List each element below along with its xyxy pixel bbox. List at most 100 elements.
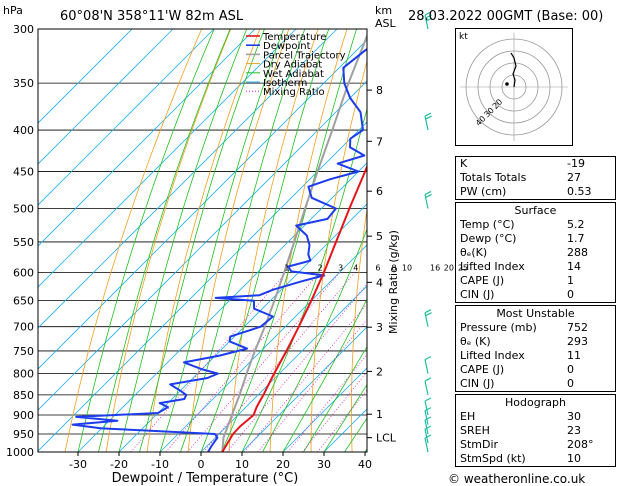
indices-panel: K -19 Totals Totals 27 PW (cm) 0.53 Surface T… [455,156,616,469]
pressure-tick-label: 1000 [6,446,34,459]
mixing-ratio-line [226,283,367,452]
row-value: 10 [567,452,581,465]
table-row: CAPE (J) 1 [456,274,615,288]
isotherm-line [38,80,367,411]
row-value: 0 [567,363,574,376]
dry-adiabat-line [146,29,261,452]
row-label: CAPE (J) [460,274,505,287]
mixing-ratio-label: 20 [444,264,454,273]
table-row: CIN (J) 0 [456,288,615,302]
sounding-datetime: 28.03.2022 00GMT (Base: 00) [408,9,603,24]
wind-barb-flag [424,397,432,402]
pressure-tick-label: 850 [13,389,34,402]
dry-adiabat-line [310,59,367,452]
wind-barb [424,437,429,453]
row-value: 23 [567,424,581,437]
isotherm-line [38,29,174,165]
row-label: K [460,157,468,170]
most-unstable-section: Most Unstable Pressure (mb) 752 θₑ (K) 293 L… [455,305,616,392]
height-km-label: 6 [376,185,383,198]
wind-barb-flag [425,312,432,317]
table-row: θₑ(K) 288 [456,246,615,260]
x-tick-label: 30 [317,458,331,471]
pressure-tick-label: 700 [13,321,34,334]
profile-series [71,33,367,452]
table-row: CIN (J) 0 [456,377,615,391]
row-label: Temp (°C) [460,218,515,231]
row-value: 0 [567,288,574,301]
mixing-ratio-label: 8 [392,264,397,273]
isotherm-line [38,29,256,247]
row-label: PW (cm) [460,185,507,198]
dry-adiabat-line [269,29,348,452]
wet-adiabat-line [262,228,367,452]
wet-adiabat-line [282,298,367,452]
pressure-tick-label: 900 [13,409,34,422]
wind-barb [424,428,429,444]
row-value: 293 [567,335,588,348]
pressure-tick-label: 500 [13,202,34,215]
wind-barb [424,359,429,374]
wet-adiabat-line [303,345,367,452]
wind-barb-flag [424,356,432,361]
row-value: 14 [567,260,581,273]
wet-adiabat-line [98,29,231,452]
x-tick-label: 40 [358,458,372,471]
row-value: 1.7 [567,232,585,245]
table-row: Dewp (°C) 1.7 [456,232,615,246]
wind-barb-flag [424,416,432,421]
height-unit: km [375,4,392,17]
wind-barb-flag [425,115,432,120]
most-unstable-title: Most Unstable [496,307,575,320]
height-km-label: 3 [376,321,383,334]
x-tick-label: 0 [198,458,205,471]
wind-barb [424,115,429,131]
x-tick-label: 10 [235,458,249,471]
pressure-unit: hPa [3,4,23,17]
wind-barb-flag [424,112,432,117]
legend-entry: Wet Adiabat [263,69,324,80]
hodograph-title: Hodograph [505,396,566,409]
pressure-tick-label: 650 [13,295,34,308]
isotherm-line [241,326,367,452]
row-label: Lifted Index [460,260,525,273]
axes: 3003504004505005506006507007508008509009… [6,23,397,471]
row-value: 5.2 [567,218,585,231]
row-value: -19 [567,157,585,170]
x-tick-label: -20 [110,458,128,471]
legend-entry: Temperature [262,32,326,43]
row-label: Dewp (°C) [460,232,517,245]
height-km-label: 8 [376,84,383,97]
table-row: Lifted Index 14 [456,260,615,274]
row-label: Totals Totals [460,171,527,184]
mixing-ratio-label: 4 [353,264,358,273]
dry-adiabat-line [105,29,232,452]
wet-adiabat-line [118,29,248,452]
table-row: EH 30 [456,410,615,424]
wind-barb-flag [425,14,432,19]
pressure-tick-label: 950 [13,428,34,441]
wind-barb-flag [425,193,432,199]
row-label: CIN (J) [460,288,495,301]
pressure-tick-label: 300 [13,23,34,36]
wet-adiabat-line [180,29,306,452]
wind-barb [424,419,429,435]
legend-entry: Mixing Ratio [263,87,325,98]
row-label: CIN (J) [460,377,495,390]
indices-section: K -19 Totals Totals 27 PW (cm) 0.53 [455,156,616,200]
row-label: SREH [460,424,490,437]
row-label: StmSpd (kt) [460,452,526,465]
pressure-tick-label: 750 [13,345,34,358]
isotherm-line [38,29,297,288]
row-label: θₑ (K) [460,335,491,348]
table-row: SREH 23 [456,424,615,438]
legend-entry: Dewpoint [263,41,311,52]
pressure-tick-label: 400 [13,124,34,137]
wind-barb [424,194,429,209]
table-row: Lifted Index 11 [456,349,615,363]
row-label: θₑ(K) [460,246,488,259]
mixing-ratio-label: 25 [458,264,468,273]
x-tick-label: -10 [151,458,169,471]
row-value: 30 [567,410,581,423]
